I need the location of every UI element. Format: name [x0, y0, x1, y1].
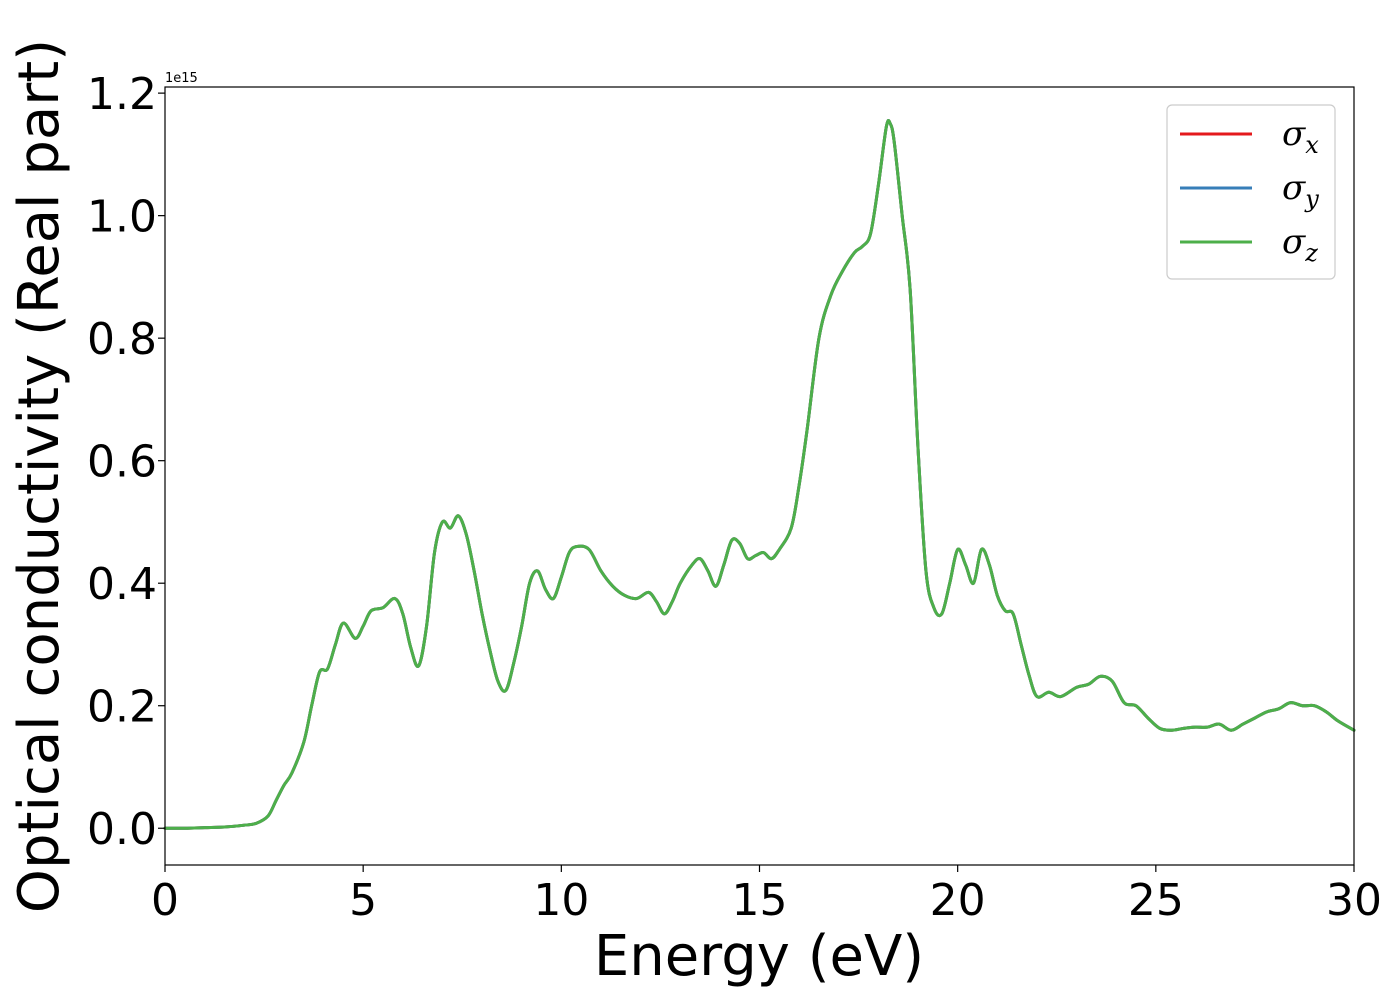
- x-tick-label: 0: [151, 875, 179, 926]
- y-tick-label: 0.6: [87, 437, 157, 488]
- x-tick-label: 5: [349, 875, 377, 926]
- x-tick-label: 30: [1326, 875, 1382, 926]
- y-tick-label: 0.2: [87, 682, 157, 733]
- x-tick-label: 10: [533, 875, 589, 926]
- y-tick-label: 0.4: [87, 559, 157, 610]
- series-line-sigma-z: [163, 119, 1356, 830]
- y-offset-label: 1e15: [165, 71, 198, 86]
- y-tick-label: 0.8: [87, 314, 157, 365]
- x-axis-ticks: 0 5 10 15 20 25 30: [151, 865, 1382, 926]
- x-tick-label: 15: [732, 875, 788, 926]
- legend-box: [1166, 104, 1336, 280]
- x-axis-title: Energy (eV): [594, 924, 924, 989]
- series-layer: [163, 119, 1356, 830]
- x-tick-label: 20: [930, 875, 986, 926]
- y-tick-label: 1.0: [87, 192, 157, 243]
- legend-subscript: y: [1304, 185, 1319, 213]
- x-tick-label: 25: [1128, 875, 1184, 926]
- y-axis-title: Optical conductivity (Real part): [7, 39, 72, 913]
- legend-subscript: x: [1305, 131, 1319, 159]
- y-axis-ticks: 0.0 0.2 0.4 0.6 0.8 1.0 1.2: [87, 69, 165, 855]
- legend-subscript: z: [1304, 239, 1318, 267]
- y-tick-label: 0.0: [87, 804, 157, 855]
- y-tick-label: 1.2: [87, 69, 157, 120]
- plot-area: [165, 87, 1354, 865]
